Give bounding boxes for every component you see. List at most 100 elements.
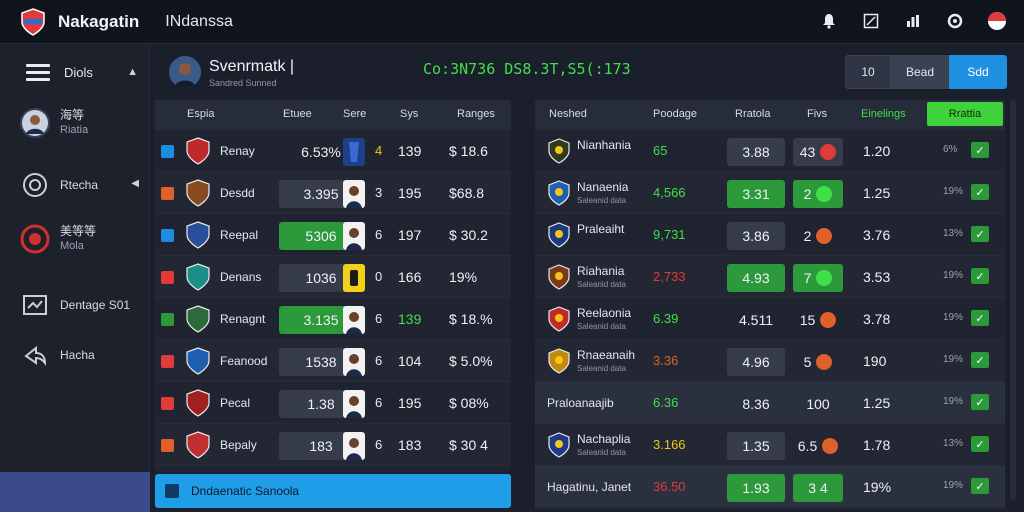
settings-icon[interactable] (942, 8, 968, 34)
row-checkbox[interactable] (161, 229, 174, 242)
row-checkbox[interactable] (161, 355, 174, 368)
club-subtitle: Saleanid data (577, 322, 626, 331)
left-footer-button[interactable]: Dndaenatic Sanoola (155, 474, 511, 508)
rating-pill: 4.93 (727, 264, 785, 292)
avatar[interactable] (169, 56, 201, 88)
checkmark-icon[interactable]: ✓ (971, 184, 989, 200)
range-value: $ 18.6 (449, 143, 488, 159)
table-row[interactable]: Renagnt 3.135 6 139 $ 18.% (155, 298, 511, 340)
content-header: Svenrmatk | Sandred Sunned Co:3N736 DS8.… (165, 52, 1015, 96)
row-checkbox[interactable] (161, 271, 174, 284)
share-icon (20, 340, 50, 370)
range-value: $68.8 (449, 185, 485, 201)
sidebar-item-rtecha[interactable]: Rtecha ◀ (20, 170, 145, 200)
checkmark-icon[interactable]: ✓ (971, 478, 989, 494)
checkmark-icon[interactable]: ✓ (971, 268, 989, 284)
table-row[interactable]: Reelaonia Saleanid data 6.39 4.511 15 3.78 19%… (535, 298, 1005, 340)
range-value: 19% (449, 269, 478, 285)
value-pill: 6.53% (301, 144, 341, 160)
table-row[interactable]: Nianhania 65 3.88 43 1.20 6% ✓ (535, 130, 1005, 172)
range-value: $ 18.% (449, 311, 493, 327)
row-checkbox[interactable] (161, 145, 174, 158)
flag-icon[interactable] (984, 8, 1010, 34)
column-header[interactable]: Poodage (653, 108, 698, 120)
table-row[interactable]: Renay 6.53% 4 139 $ 18.6 (155, 130, 511, 172)
table-row[interactable]: Praloanaajib 6.36 8.36 100 1.25 19% ✓ (535, 382, 1005, 424)
column-header[interactable]: Ranges (457, 108, 495, 120)
checkmark-icon[interactable]: ✓ (971, 352, 989, 368)
team-name: Renay (220, 144, 255, 158)
fivs-value: 100 (806, 396, 830, 412)
column-header[interactable]: Etuee (283, 108, 312, 120)
percent-value: 19% (943, 186, 964, 197)
popularity-value: 4,566 (653, 185, 686, 200)
notification-icon[interactable] (816, 8, 842, 34)
team-badge-icon (185, 263, 211, 291)
column-header[interactable]: Espia (187, 108, 215, 120)
popularity-value: 6.39 (653, 311, 679, 326)
region-label[interactable]: INdanssa (165, 12, 233, 30)
checkmark-icon[interactable]: ✓ (971, 394, 989, 410)
table-row[interactable]: Desdd 3.395 3 195 $68.8 (155, 172, 511, 214)
popularity-value: 3.36 (653, 353, 679, 368)
sidebar-item-profile[interactable]: 海等 Riatia (20, 108, 145, 138)
score-value: 6 (375, 311, 383, 326)
sidebar-item-label: Rtecha (60, 177, 99, 192)
table-row[interactable]: Riahania Saleanid data 2,733 4.93 7 3.53 19% ✓ (535, 256, 1005, 298)
chevron-up-icon[interactable]: ▲ (127, 66, 138, 78)
checkmark-icon[interactable]: ✓ (971, 310, 989, 326)
table-row[interactable]: Pecal 1.38 6 195 $ 08% (155, 382, 511, 424)
chart-icon[interactable] (900, 8, 926, 34)
row-checkbox[interactable] (161, 313, 174, 326)
header-button-10[interactable]: 10 (845, 55, 891, 89)
rating-pill: 1.35 (727, 432, 785, 460)
sidebar-item-mola[interactable]: 美等等 Mola (20, 224, 145, 254)
table-row[interactable]: Nanaenia Saleanid data 4,566 3.31 2 1.25 19% ✓ (535, 172, 1005, 214)
row-checkbox[interactable] (161, 397, 174, 410)
column-header[interactable]: Fivs (807, 108, 828, 120)
sys-value: 139 (398, 311, 422, 327)
rank-value: 3.53 (863, 269, 891, 285)
column-header[interactable]: Einelings (861, 108, 906, 120)
row-checkbox[interactable] (161, 187, 174, 200)
checkmark-icon[interactable]: ✓ (971, 226, 989, 242)
rank-value: 3.78 (863, 311, 891, 327)
table-row[interactable]: Nachaplia Saleanid data 3.166 1.35 6.5 1.78 13… (535, 424, 1005, 466)
rating-pill: 8.36 (742, 396, 770, 412)
table-row[interactable]: Denans 1036 0 166 19% (155, 256, 511, 298)
status-dot-icon (816, 186, 833, 202)
header-button-sdd[interactable]: Sdd (949, 55, 1007, 89)
percent-value: 6% (943, 144, 958, 155)
sidebar-item-dentage[interactable]: Dentage S01 (20, 290, 145, 320)
sys-value: 104 (398, 353, 422, 369)
chevron-left-icon[interactable]: ◀ (131, 178, 139, 189)
sidebar-menu-toggle[interactable]: Diols ▲ (0, 54, 150, 90)
team-name: Feanood (220, 354, 268, 368)
player-portrait-icon (343, 390, 365, 418)
hamburger-icon[interactable] (26, 60, 50, 85)
profile-subtitle: Sandred Sunned (209, 78, 277, 88)
table-row[interactable]: Praleaiht 9,731 3.86 2 3.76 13% ✓ (535, 214, 1005, 256)
table-row[interactable]: Feanood 1538 6 104 $ 5.0% (155, 340, 511, 382)
fivs-value: 7 (803, 270, 812, 286)
right-header-button[interactable]: Rrattia (927, 102, 1003, 126)
edit-icon[interactable] (858, 8, 884, 34)
popularity-value: 36.50 (653, 479, 686, 494)
column-header[interactable]: Rratola (735, 108, 771, 120)
scrollbar[interactable] (1010, 100, 1016, 500)
row-checkbox[interactable] (161, 439, 174, 452)
table-row[interactable]: Hagatinu, Janet 36.50 1.93 3 4 19% 19% ✓ (535, 466, 1005, 508)
sidebar-item-hacha[interactable]: Hacha (20, 340, 145, 370)
column-header[interactable]: Neshed (549, 108, 587, 120)
club-badge-icon (547, 222, 571, 248)
checkmark-icon[interactable]: ✓ (971, 142, 989, 158)
table-row[interactable]: Rnaeanaih Saleanid data 3.36 4.96 5 190 19% ✓ (535, 340, 1005, 382)
table-row[interactable]: Reepal 5306 6 197 $ 30.2 (155, 214, 511, 256)
sidebar-item-label: Dentage S01 (60, 297, 131, 312)
column-header[interactable]: Sere (343, 108, 367, 120)
checkmark-icon[interactable]: ✓ (971, 436, 989, 452)
table-row[interactable]: Bepaly 183 6 183 $ 30 4 (155, 424, 511, 466)
header-button-bead[interactable]: Bead (891, 55, 949, 89)
column-header[interactable]: Sys (400, 108, 419, 120)
right-table: Neshed Poodage Rratola Fivs Einelings Rr… (535, 100, 1005, 510)
